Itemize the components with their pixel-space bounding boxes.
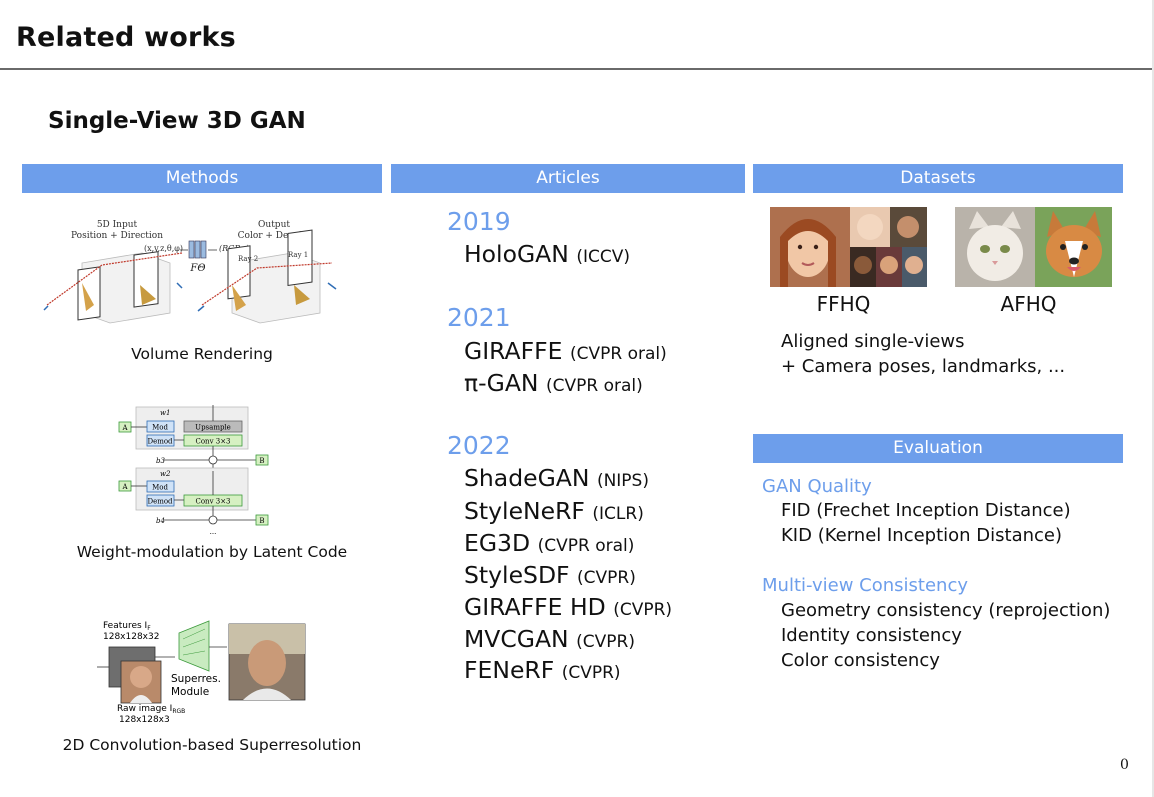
raw-image-size: 128x128x3 bbox=[119, 715, 170, 725]
b-label-2: B bbox=[259, 517, 264, 525]
afhq-sample-image bbox=[955, 207, 1112, 287]
metric-color: Color consistency bbox=[781, 650, 940, 671]
section-subtitle: Single-View 3D GAN bbox=[48, 108, 306, 134]
article-mvcgan: MVCGAN (CVPR) bbox=[464, 625, 635, 653]
metric-kid: KID (Kernel Inception Distance) bbox=[781, 525, 1063, 546]
raw-image-label: Raw image IRGB bbox=[117, 704, 185, 715]
gan-quality-heading: GAN Quality bbox=[762, 476, 872, 497]
mlp-layer bbox=[194, 240, 201, 259]
metric-geometry: Geometry consistency (reprojection) bbox=[781, 600, 1111, 621]
year-2022: 2022 bbox=[447, 431, 511, 460]
slide-title: Related works bbox=[16, 22, 236, 53]
input-label: 5D Input bbox=[97, 220, 138, 230]
article-eg3d: EG3D (CVPR oral) bbox=[464, 529, 635, 557]
methods-header: Methods bbox=[22, 164, 382, 193]
module-label-1: Superres. bbox=[171, 673, 221, 685]
articles-header: Articles bbox=[391, 164, 745, 193]
multiview-heading: Multi-view Consistency bbox=[762, 575, 969, 596]
title-divider bbox=[0, 68, 1154, 70]
f-theta-label: FΘ bbox=[189, 263, 205, 274]
article-fenerf: FENeRF (CVPR) bbox=[464, 656, 621, 684]
page-number: 0 bbox=[1120, 757, 1129, 773]
a-label-2: A bbox=[121, 483, 128, 491]
ffhq-label: FFHQ bbox=[816, 292, 871, 316]
b-label-1: B bbox=[259, 457, 264, 465]
evaluation-header: Evaluation bbox=[753, 434, 1123, 463]
module-label-2: Module bbox=[171, 686, 209, 698]
article-stylenerf: StyleNeRF (ICLR) bbox=[464, 497, 644, 525]
year-2021: 2021 bbox=[447, 303, 511, 332]
article-shadegan: ShadeGAN (NIPS) bbox=[464, 464, 649, 492]
superresolution-figure: Features IF 128x128x32 Superres. Module … bbox=[97, 620, 306, 725]
slide-edge bbox=[1152, 0, 1154, 797]
demod-label-2: Demod bbox=[147, 498, 173, 506]
conv-label-2: Conv 3×3 bbox=[195, 498, 230, 506]
w2-label: w2 bbox=[160, 470, 171, 478]
ray2-label: Ray 2 bbox=[238, 255, 258, 263]
output-sub: Color + Density bbox=[238, 231, 312, 241]
b4-label: b4 bbox=[156, 517, 165, 525]
input-sub: Position + Direction bbox=[71, 231, 163, 241]
year-2019: 2019 bbox=[447, 207, 511, 236]
ffhq-sample-image bbox=[770, 207, 927, 287]
volume-rendering-figure: 5D Input Position + Direction Output Col… bbox=[43, 220, 337, 324]
demod-label-1: Demod bbox=[147, 438, 173, 446]
metric-fid: FID (Frechet Inception Distance) bbox=[781, 500, 1071, 521]
datasets-line-1: Aligned single-views bbox=[781, 331, 965, 352]
output-label: Output bbox=[258, 220, 290, 230]
superres-module-block bbox=[178, 620, 210, 672]
mlp-layer bbox=[188, 240, 195, 259]
upsample-label: Upsample bbox=[195, 424, 231, 432]
article-giraffe: GIRAFFE (CVPR oral) bbox=[464, 337, 667, 365]
datasets-header: Datasets bbox=[753, 164, 1123, 193]
weight-modulation-figure: w1 A Mod Demod Upsample Conv 3×3 b3 B w2… bbox=[118, 405, 269, 535]
conv-label-1: Conv 3×3 bbox=[195, 438, 230, 446]
mod-label-2: Mod bbox=[152, 484, 168, 492]
mod-label-1: Mod bbox=[152, 424, 168, 432]
mlp-layer bbox=[200, 240, 207, 259]
ray1-label: Ray 1 bbox=[288, 251, 308, 259]
article-stylesdf: StyleSDF (CVPR) bbox=[464, 561, 636, 589]
weight-modulation-caption: Weight-modulation by Latent Code bbox=[76, 543, 348, 561]
volume-rendering-caption: Volume Rendering bbox=[131, 345, 273, 363]
article-pi-gan: π-GAN (CVPR oral) bbox=[464, 369, 643, 397]
coords-label: (x,y,z,θ,φ) bbox=[144, 244, 183, 253]
afhq-label: AFHQ bbox=[1000, 292, 1057, 316]
features-label: Features IF bbox=[103, 621, 151, 632]
datasets-line-2: + Camera poses, landmarks, ... bbox=[781, 356, 1066, 377]
superres-caption: 2D Convolution-based Superresolution bbox=[62, 736, 362, 754]
metric-identity: Identity consistency bbox=[781, 625, 962, 646]
continuation-dots: ... bbox=[210, 528, 217, 535]
a-label-1: A bbox=[121, 424, 128, 432]
w1-label: w1 bbox=[160, 409, 170, 417]
article-giraffe-hd: GIRAFFE HD (CVPR) bbox=[464, 593, 673, 621]
b3-label: b3 bbox=[156, 457, 165, 465]
article-hologan: HoloGAN (ICCV) bbox=[464, 240, 630, 268]
features-size: 128x128x32 bbox=[103, 632, 159, 642]
